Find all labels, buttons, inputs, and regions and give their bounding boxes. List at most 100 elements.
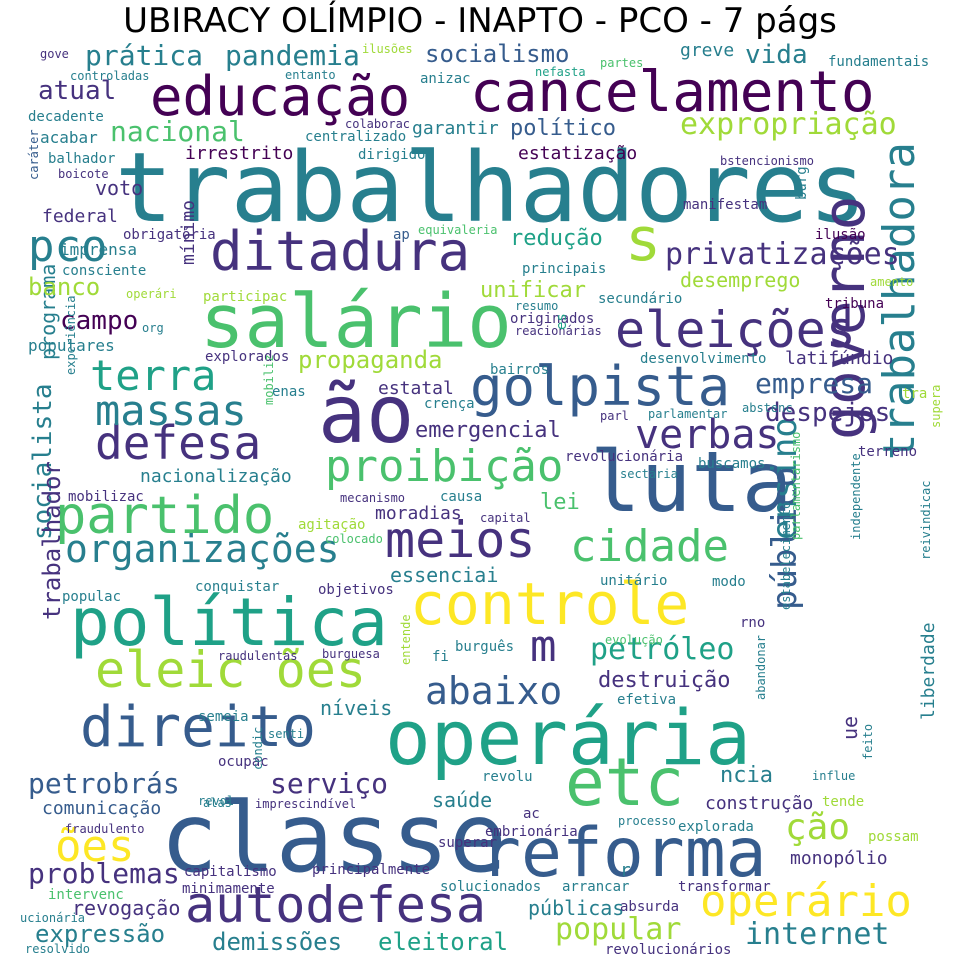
cloud-word: reforma <box>480 814 767 893</box>
cloud-word: decadente <box>28 109 104 125</box>
cloud-word: ões <box>55 821 135 872</box>
cloud-word: senti <box>268 727 305 741</box>
cloud-word: voto <box>95 176 144 200</box>
cloud-word: populares <box>28 336 115 355</box>
cloud-word: controle <box>410 570 690 638</box>
cloud-word: estatização <box>518 143 638 164</box>
cloud-word: públicas <box>528 896 625 920</box>
cloud-word: arrancar <box>562 879 630 895</box>
cloud-word: internet <box>745 917 890 952</box>
cloud-word: org <box>142 321 164 335</box>
cloud-word: direito <box>80 695 317 760</box>
cloud-word: banco <box>28 273 101 301</box>
cloud-word: política <box>70 584 388 661</box>
cloud-word: revol <box>198 794 235 808</box>
cloud-word: ão <box>318 368 415 461</box>
cloud-word: semeia <box>198 709 249 725</box>
cloud-word: petróleo <box>590 632 735 667</box>
cloud-word: influe <box>812 769 856 783</box>
cloud-word: partes <box>600 56 644 70</box>
cloud-word: educação <box>150 65 411 128</box>
cloud-word: balhador <box>48 151 116 167</box>
cloud-word: bairros <box>490 362 550 378</box>
cloud-word: construção <box>705 793 814 814</box>
cloud-word: ilusões <box>362 42 413 56</box>
cloud-word: raudulentas <box>218 649 298 663</box>
cloud-word: efetiva <box>617 692 677 708</box>
cloud-word: secundário <box>598 291 683 307</box>
cloud-word: liberdade <box>918 622 939 720</box>
cloud-word: m <box>530 621 557 672</box>
cloud-word: fraudulento <box>65 822 145 836</box>
cloud-word: equivaleria <box>418 223 498 237</box>
cloud-word: controladas <box>70 69 150 83</box>
cloud-word: experiência <box>64 295 78 375</box>
cloud-word: buscamos <box>698 456 766 472</box>
cloud-word: comunicação <box>42 798 162 819</box>
page-title: UBIRACY OLÍMPIO - INAPTO - PCO - 7 págs <box>123 1 837 41</box>
cloud-word: redução <box>510 226 603 251</box>
cloud-word: fundamentais <box>828 54 930 70</box>
cloud-word: revogação <box>72 896 181 920</box>
cloud-word: rno <box>740 615 766 631</box>
cloud-word: federal <box>42 206 118 227</box>
cloud-word: abaixo <box>425 669 563 713</box>
cloud-word: privatizações <box>665 237 900 272</box>
cloud-word: sectária <box>620 467 678 481</box>
cloud-word: unitário <box>600 573 668 589</box>
cloud-word: operári <box>126 287 177 301</box>
cloud-word: cidade <box>570 521 729 572</box>
cloud-word: parlamentar <box>648 407 728 421</box>
cloud-word: luta <box>590 433 793 531</box>
cloud-word: nefasta <box>535 65 586 79</box>
cloud-word: trabalhadores <box>115 132 867 244</box>
cloud-word: mecanismo <box>340 491 406 505</box>
cloud-word: ção <box>785 807 851 848</box>
cloud-word: originados <box>510 311 595 327</box>
cloud-word: operária <box>385 693 752 782</box>
cloud-word: evolução <box>605 633 663 647</box>
cloud-word: revolucionários <box>605 942 732 958</box>
cloud-word: resolvido <box>25 942 91 956</box>
cloud-word: terreno <box>858 444 918 460</box>
cloud-word: verbas <box>635 412 780 458</box>
cloud-word: resumo <box>515 299 559 313</box>
cloud-word: explorada <box>678 819 754 835</box>
cloud-word: nacionalização <box>140 466 292 487</box>
cloud-word: ncia <box>720 763 773 788</box>
cloud-word: mobiliz <box>262 354 276 405</box>
cloud-word: tende <box>822 794 865 810</box>
cloud-word: entanto <box>285 68 336 82</box>
cloud-word: defesa <box>95 416 262 470</box>
cloud-word: anizac <box>420 71 471 87</box>
cloud-word: irrestrito <box>185 143 294 164</box>
cloud-word: manifestam <box>683 197 768 213</box>
cloud-word: reacionárias <box>515 324 602 338</box>
cloud-word: eleic ões <box>95 641 366 699</box>
cloud-word: ditadura <box>210 220 471 283</box>
cloud-word: monopólio <box>790 848 888 869</box>
cloud-word: populac <box>62 589 122 605</box>
cloud-word: explorados <box>205 349 290 365</box>
cloud-word: agitação <box>298 517 366 533</box>
cloud-word: revolu <box>482 769 533 785</box>
cloud-word: ocupac <box>218 754 269 770</box>
cloud-word: transformar <box>678 879 771 895</box>
cloud-word: político <box>510 116 616 141</box>
cloud-word: cancelamento <box>470 60 875 125</box>
cloud-word: popular <box>555 912 682 947</box>
cloud-word: etc <box>565 744 685 821</box>
cloud-word: emergencial <box>415 418 561 443</box>
cloud-word: unificar <box>480 278 586 303</box>
cloud-word: golpista <box>470 355 731 418</box>
cloud-word: intervenc <box>48 887 124 903</box>
cloud-word: socialismo <box>425 40 570 68</box>
cloud-word: feito <box>861 723 875 760</box>
cloud-word: expropriação <box>680 107 897 142</box>
cloud-word: desemprego <box>680 268 801 292</box>
cloud-word: ac <box>523 806 540 822</box>
cloud-word: classe <box>160 782 507 894</box>
cloud-word: es <box>554 313 570 330</box>
cloud-word: nacional <box>110 115 245 148</box>
